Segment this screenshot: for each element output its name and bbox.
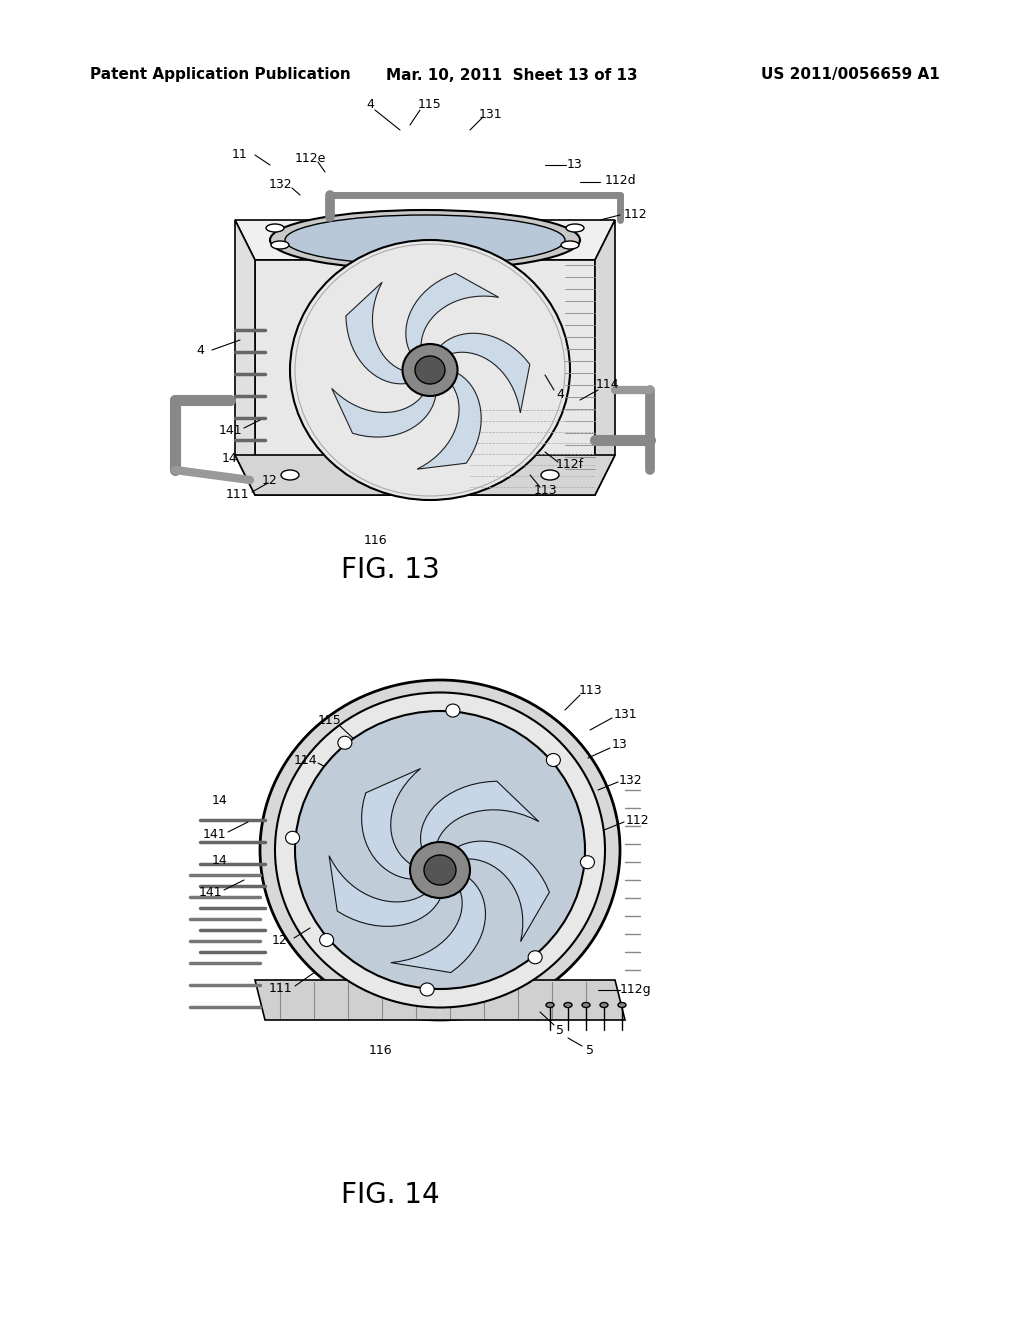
Polygon shape	[234, 220, 255, 495]
Text: 13: 13	[567, 158, 583, 172]
Ellipse shape	[420, 983, 434, 997]
Ellipse shape	[600, 1002, 608, 1007]
Polygon shape	[346, 282, 414, 384]
Polygon shape	[595, 220, 615, 495]
Text: 4: 4	[366, 99, 374, 111]
Polygon shape	[332, 388, 436, 437]
Text: 4: 4	[556, 388, 564, 401]
Ellipse shape	[415, 356, 445, 384]
Polygon shape	[234, 220, 615, 260]
Text: US 2011/0056659 A1: US 2011/0056659 A1	[761, 67, 940, 82]
Ellipse shape	[402, 345, 458, 396]
Text: 115: 115	[318, 714, 342, 726]
Text: 12: 12	[272, 933, 288, 946]
Ellipse shape	[275, 693, 605, 1007]
Text: FIG. 14: FIG. 14	[341, 1181, 439, 1209]
Polygon shape	[451, 841, 549, 941]
Text: 111: 111	[225, 488, 249, 502]
Polygon shape	[406, 273, 499, 358]
Text: 112: 112	[626, 813, 649, 826]
Ellipse shape	[546, 1002, 554, 1007]
Text: 115: 115	[418, 99, 442, 111]
Text: 113: 113	[579, 684, 602, 697]
Ellipse shape	[618, 1002, 626, 1007]
Ellipse shape	[561, 242, 579, 249]
Ellipse shape	[295, 711, 585, 989]
Text: 131: 131	[478, 108, 502, 121]
Text: 112d: 112d	[604, 173, 636, 186]
Text: 4: 4	[196, 343, 204, 356]
Text: 112e: 112e	[294, 152, 326, 165]
Ellipse shape	[582, 1002, 590, 1007]
Text: Patent Application Publication: Patent Application Publication	[90, 67, 351, 82]
Text: 141: 141	[218, 424, 242, 437]
Text: 113: 113	[534, 483, 557, 496]
Text: 131: 131	[613, 709, 637, 722]
Ellipse shape	[547, 754, 560, 767]
Text: 112g: 112g	[620, 983, 651, 997]
Text: 141: 141	[199, 886, 222, 899]
Ellipse shape	[410, 842, 470, 898]
Text: 12: 12	[262, 474, 278, 487]
Text: 112f: 112f	[556, 458, 584, 471]
Polygon shape	[234, 455, 615, 495]
Text: 114: 114	[595, 379, 618, 392]
Text: 116: 116	[364, 533, 387, 546]
Text: 112: 112	[624, 209, 647, 222]
Polygon shape	[361, 768, 421, 879]
Text: 5: 5	[586, 1044, 594, 1056]
Text: 14: 14	[212, 854, 228, 866]
Ellipse shape	[445, 704, 460, 717]
Ellipse shape	[270, 210, 580, 271]
Text: 141: 141	[202, 829, 226, 842]
Polygon shape	[391, 874, 485, 973]
Ellipse shape	[286, 832, 300, 845]
Text: 111: 111	[268, 982, 292, 994]
Text: 13: 13	[612, 738, 628, 751]
Text: 5: 5	[556, 1023, 564, 1036]
Text: 11: 11	[232, 149, 248, 161]
Text: FIG. 13: FIG. 13	[341, 556, 439, 583]
Polygon shape	[421, 781, 539, 855]
Polygon shape	[329, 855, 443, 927]
Text: 114: 114	[293, 754, 316, 767]
Ellipse shape	[271, 242, 289, 249]
Ellipse shape	[424, 855, 456, 884]
Polygon shape	[255, 260, 595, 495]
Ellipse shape	[290, 240, 570, 500]
Polygon shape	[417, 370, 481, 469]
Ellipse shape	[319, 933, 334, 946]
Ellipse shape	[285, 215, 565, 265]
Text: 132: 132	[268, 178, 292, 191]
Text: 132: 132	[618, 774, 642, 787]
Ellipse shape	[528, 950, 542, 964]
Polygon shape	[436, 333, 529, 413]
Text: 14: 14	[212, 793, 228, 807]
Ellipse shape	[541, 470, 559, 480]
Ellipse shape	[566, 224, 584, 232]
Polygon shape	[255, 979, 625, 1020]
Text: 14: 14	[222, 451, 238, 465]
Ellipse shape	[281, 470, 299, 480]
Text: Mar. 10, 2011  Sheet 13 of 13: Mar. 10, 2011 Sheet 13 of 13	[386, 67, 638, 82]
Ellipse shape	[338, 737, 352, 750]
Ellipse shape	[564, 1002, 572, 1007]
Text: 116: 116	[369, 1044, 392, 1056]
Ellipse shape	[581, 855, 595, 869]
Ellipse shape	[266, 224, 284, 232]
Ellipse shape	[260, 680, 620, 1020]
